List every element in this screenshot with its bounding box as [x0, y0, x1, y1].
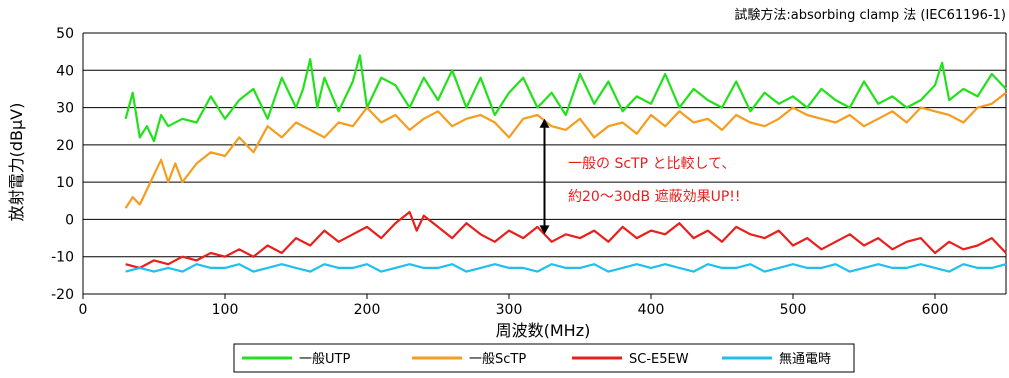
y-tick-label: 0: [65, 212, 74, 228]
series-line-1: [126, 55, 1006, 141]
x-tick-label: 300: [496, 302, 523, 318]
x-tick-label: 500: [780, 302, 807, 318]
y-axis-ticks: -20 -10 0 10 20 30 40 50: [51, 26, 74, 303]
annotation-line-2: 約20～30dB 遮蔽効果UP!!: [568, 189, 740, 205]
series-group: [126, 55, 1006, 271]
annotation: 一般の ScTP と比較して、 約20～30dB 遮蔽効果UP!!: [540, 119, 741, 235]
x-tick-label: 400: [638, 302, 665, 318]
series-line-3: [126, 212, 1006, 268]
y-tick-label: -20: [51, 287, 74, 303]
legend-label: 一般UTP: [299, 351, 350, 367]
x-tick-label: 0: [79, 302, 88, 318]
y-tick-label: 20: [56, 138, 74, 154]
x-tick-label: 200: [354, 302, 381, 318]
x-axis-label: 周波数(MHz): [496, 321, 591, 340]
y-axis-label: 放射電力(dBμV): [7, 103, 26, 222]
y-tick-label: 40: [56, 63, 74, 79]
series-line-4: [126, 264, 1006, 271]
x-axis-ticks: 0 100 200 300 400 500 600: [79, 294, 949, 318]
x-tick-label: 600: [922, 302, 949, 318]
x-tick-label: 100: [212, 302, 239, 318]
series-line-2: [126, 93, 1006, 209]
y-tick-label: 30: [56, 101, 74, 117]
y-tick-label: 10: [56, 175, 74, 191]
y-tick-label: -10: [51, 250, 74, 266]
legend-label: 無通電時: [779, 352, 831, 367]
annotation-line-1: 一般の ScTP と比較して、: [568, 156, 735, 172]
y-tick-label: 50: [56, 26, 74, 42]
legend-label: SC-E5EW: [629, 352, 689, 367]
legend-label: 一般ScTP: [469, 351, 526, 367]
chart-subtitle: 試験方法:absorbing clamp 法 (IEC61196-1): [734, 7, 1006, 23]
legend: 一般UTP 一般ScTP SC-E5EW 無通電時: [234, 344, 854, 372]
